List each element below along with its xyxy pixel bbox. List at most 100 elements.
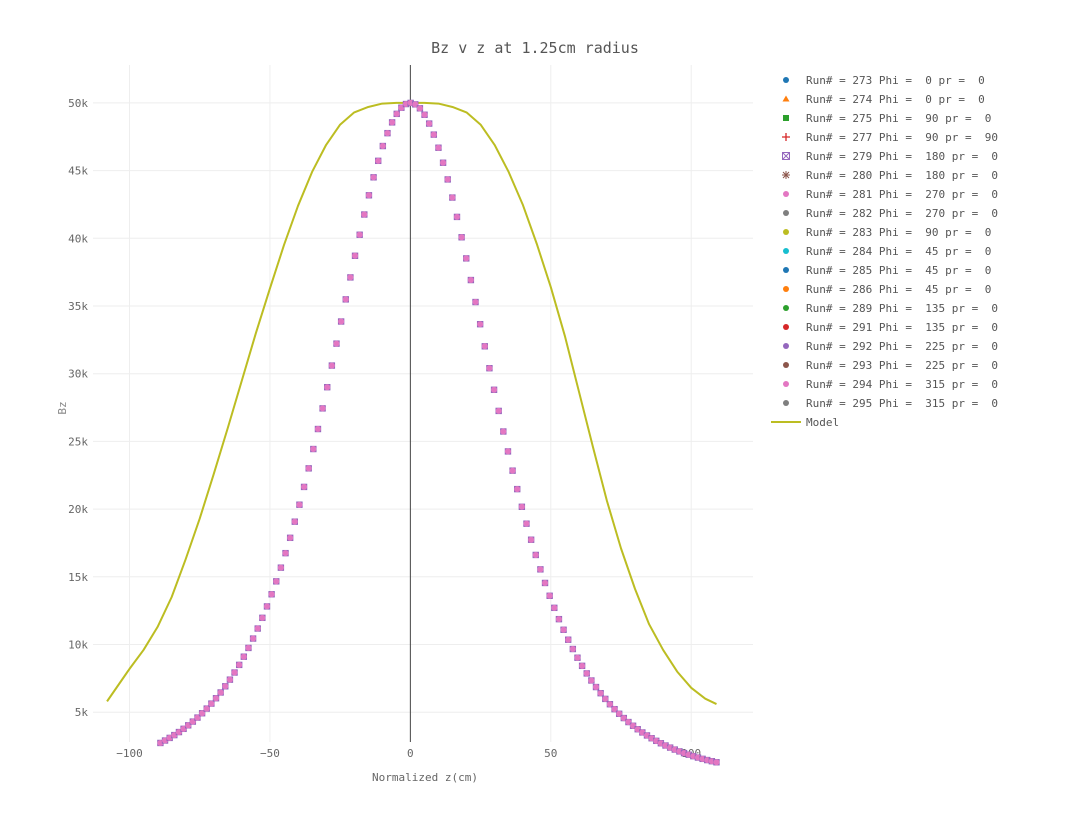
data-point-circle — [579, 662, 586, 669]
y-axis-title: Bz — [56, 401, 69, 414]
legend[interactable]: Run# = 273 Phi = 0 pr = 0 Run# = 274 Phi … — [771, 74, 998, 429]
legend-marker — [783, 115, 789, 121]
data-point-circle — [588, 677, 595, 684]
data-point-circle — [240, 653, 247, 660]
data-point-circle — [593, 684, 600, 691]
legend-marker — [783, 381, 789, 387]
y-tick-label: 45k — [68, 165, 88, 178]
data-point-circle — [546, 592, 553, 599]
grid-lines: −100−500501005k10k15k20k25k30k35k40k45k5… — [68, 65, 753, 760]
data-point-circle — [565, 636, 572, 643]
legend-marker — [783, 210, 789, 216]
legend-label: Run# = 284 Phi = 45 pr = 0 — [806, 245, 991, 258]
legend-label: Run# = 289 Phi = 135 pr = 0 — [806, 302, 998, 315]
data-point-circle — [296, 501, 303, 508]
x-tick-label: 0 — [407, 747, 414, 760]
data-point-circle — [342, 296, 349, 303]
x-tick-label: 50 — [544, 747, 557, 760]
legend-label: Run# = 291 Phi = 135 pr = 0 — [806, 321, 998, 334]
data-point-circle — [551, 604, 558, 611]
data-point-circle — [291, 518, 298, 525]
legend-label: Run# = 294 Phi = 315 pr = 0 — [806, 378, 998, 391]
data-point-circle — [467, 277, 474, 284]
legend-marker — [783, 305, 789, 311]
x-tick-label: −100 — [116, 747, 143, 760]
y-tick-label: 30k — [68, 368, 88, 381]
data-point-circle — [328, 362, 335, 369]
data-point-circle — [245, 644, 252, 651]
data-point-circle — [356, 231, 363, 238]
data-point-circle — [463, 255, 470, 262]
data-point-circle — [555, 616, 562, 623]
data-point-circle — [606, 701, 613, 708]
data-point-circle — [370, 174, 377, 181]
data-point-circle — [602, 695, 609, 702]
plot-area — [106, 99, 720, 766]
data-point-circle — [583, 670, 590, 677]
data-point-circle — [333, 340, 340, 347]
legend-label: Run# = 274 Phi = 0 pr = 0 — [806, 93, 985, 106]
data-point-circle — [486, 365, 493, 372]
data-point-circle — [389, 119, 396, 126]
data-point-circle — [504, 448, 511, 455]
legend-label: Model — [806, 416, 839, 429]
legend-label: Run# = 286 Phi = 45 pr = 0 — [806, 283, 991, 296]
y-tick-label: 50k — [68, 97, 88, 110]
data-point-circle — [477, 321, 484, 328]
data-point-circle — [495, 407, 502, 414]
data-point-circle — [361, 211, 368, 218]
data-point-circle — [574, 654, 581, 661]
data-point-circle — [338, 318, 345, 325]
y-tick-label: 20k — [68, 503, 88, 516]
data-point-circle — [430, 131, 437, 138]
data-point-circle — [435, 144, 442, 151]
data-point-circle — [569, 646, 576, 653]
data-point-circle — [500, 428, 507, 435]
legend-label: Run# = 292 Phi = 225 pr = 0 — [806, 340, 998, 353]
y-tick-label: 35k — [68, 300, 88, 313]
data-point-circle — [514, 486, 521, 493]
legend-label: Run# = 283 Phi = 90 pr = 0 — [806, 226, 991, 239]
legend-label: Run# = 282 Phi = 270 pr = 0 — [806, 207, 998, 220]
data-point-circle — [347, 274, 354, 281]
data-point-circle — [491, 386, 498, 393]
x-tick-label: −50 — [260, 747, 280, 760]
data-point-circle — [713, 759, 720, 766]
data-point-circle — [254, 625, 261, 632]
legend-marker — [783, 286, 789, 292]
data-point-circle — [384, 130, 391, 137]
legend-marker — [782, 152, 790, 160]
data-point-circle — [440, 159, 447, 166]
data-point-circle — [542, 579, 549, 586]
data-point-circle — [310, 446, 317, 453]
data-point-circle — [472, 299, 479, 306]
data-point-circle — [250, 635, 257, 642]
y-tick-label: 5k — [75, 706, 89, 719]
data-point-circle — [393, 110, 400, 117]
legend-marker — [783, 248, 789, 254]
data-point-circle — [222, 683, 229, 690]
data-point-circle — [301, 483, 308, 490]
data-point-circle — [365, 192, 372, 199]
legend-label: Run# = 280 Phi = 180 pr = 0 — [806, 169, 998, 182]
chart-title: Bz v z at 1.25cm radius — [431, 39, 639, 57]
y-tick-label: 25k — [68, 435, 88, 448]
data-point-circle — [421, 111, 428, 118]
data-point-circle — [416, 105, 423, 112]
data-point-circle — [532, 551, 539, 558]
y-tick-label: 10k — [68, 639, 88, 652]
model-line — [106, 101, 717, 705]
data-point-circle — [426, 120, 433, 127]
legend-marker — [783, 77, 789, 83]
legend-label: Run# = 295 Phi = 315 pr = 0 — [806, 397, 998, 410]
data-point-circle — [518, 503, 525, 510]
data-point-circle — [324, 384, 331, 391]
legend-marker — [782, 95, 790, 102]
data-point-circle — [509, 467, 516, 474]
data-point-circle — [379, 143, 386, 150]
legend-label: Run# = 273 Phi = 0 pr = 0 — [806, 74, 985, 87]
data-point-circle — [537, 566, 544, 573]
legend-marker — [783, 400, 789, 406]
